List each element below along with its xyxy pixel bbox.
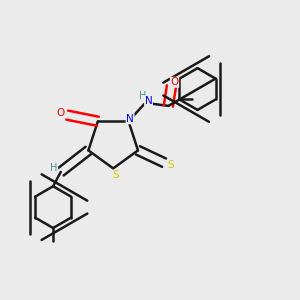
Text: O: O [56,108,64,118]
Text: O: O [170,77,179,87]
Text: N: N [126,114,134,124]
Text: S: S [167,160,174,170]
Text: S: S [112,170,119,180]
Text: H: H [50,163,58,173]
Text: N: N [145,96,152,106]
Text: H: H [139,91,147,101]
